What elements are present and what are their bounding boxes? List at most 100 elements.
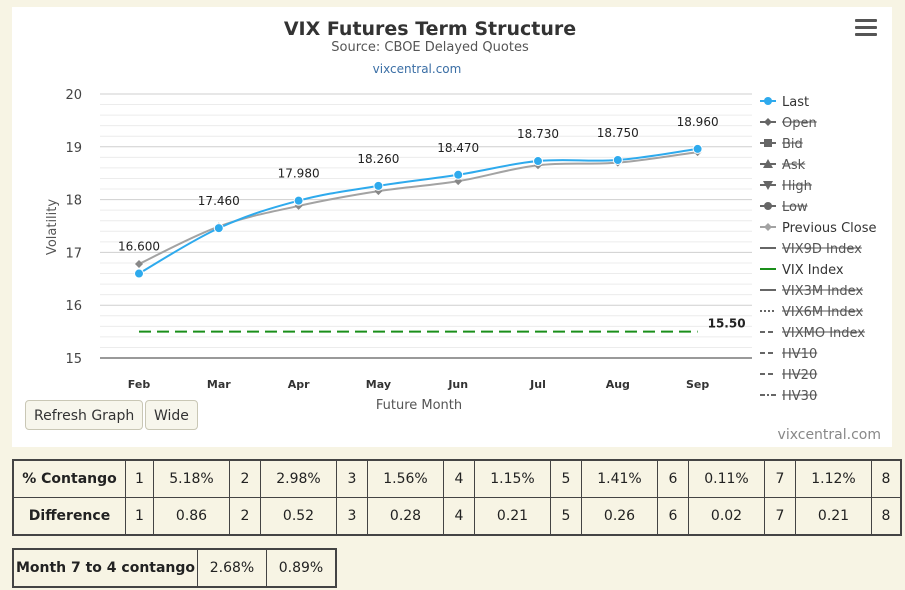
chart-title: VIX Futures Term Structure xyxy=(284,18,576,40)
y-axis: 15 16 17 18 19 20 xyxy=(65,88,82,367)
last-point[interactable] xyxy=(533,156,543,167)
difference-n: 2 xyxy=(229,497,261,536)
legend-symbol xyxy=(763,181,773,190)
difference-n: 1 xyxy=(125,497,154,536)
contango-value: 0.11% xyxy=(688,459,765,498)
last-point[interactable] xyxy=(373,180,384,191)
month-contango-label: Month 7 to 4 contango xyxy=(12,548,198,588)
y-tick-label: 18 xyxy=(65,194,82,209)
legend-item[interactable]: VIXMO Index xyxy=(760,326,865,341)
last-point[interactable] xyxy=(134,268,144,279)
last-data-label: 17.460 xyxy=(198,194,240,208)
legend-item[interactable]: HV20 xyxy=(760,368,818,383)
legend-item[interactable]: Low xyxy=(760,200,808,215)
contango-n: 7 xyxy=(764,459,796,498)
legend-label: High xyxy=(782,179,812,194)
previous-close-point xyxy=(135,260,143,269)
last-data-label: 18.730 xyxy=(517,127,559,141)
legend-label: Previous Close xyxy=(782,221,877,236)
contango-n: 3 xyxy=(336,459,368,498)
legend-label: VIX6M Index xyxy=(782,305,863,320)
x-axis: Feb Mar Apr May Jun Jul Aug Sep xyxy=(128,378,710,391)
y-tick-label: 20 xyxy=(65,88,82,103)
last-data-label: 18.750 xyxy=(597,126,639,140)
difference-n: 7 xyxy=(764,497,796,536)
legend-item[interactable]: VIX6M Index xyxy=(760,305,863,320)
x-axis-title: Future Month xyxy=(376,398,462,413)
legend-label: Bid xyxy=(782,137,803,152)
refresh-graph-button[interactable]: Refresh Graph xyxy=(25,400,144,430)
chart-panel: VIX Futures Term Structure Source: CBOE … xyxy=(12,7,892,447)
vix-index-label: 15.50 xyxy=(708,317,746,331)
last-data-label: 17.980 xyxy=(278,167,320,181)
legend-item[interactable]: VIX9D Index xyxy=(760,242,862,257)
difference-n: 3 xyxy=(336,497,368,536)
chart-subtitle: Source: CBOE Delayed Quotes xyxy=(331,40,529,55)
last-point[interactable] xyxy=(293,195,304,206)
last-point[interactable] xyxy=(612,155,623,165)
month-contango-value-1: 2.68% xyxy=(197,548,267,588)
legend-item[interactable]: Previous Close xyxy=(760,221,877,236)
x-tick-label: May xyxy=(366,378,391,391)
legend-label: HV30 xyxy=(782,389,817,404)
last-point[interactable] xyxy=(213,223,224,234)
legend-item[interactable]: VIX Index xyxy=(760,263,844,278)
legend-item[interactable]: Open xyxy=(760,116,817,131)
legend-label: Open xyxy=(782,116,817,131)
previous-close-line xyxy=(138,151,698,265)
x-tick-label: Sep xyxy=(686,378,709,391)
contango-label: % Contango xyxy=(12,459,126,498)
contango-value: 1.15% xyxy=(474,459,551,498)
last-data-label: 16.600 xyxy=(118,240,160,254)
legend-symbol xyxy=(764,202,772,210)
contango-table: % Contango 1 5.18% 2 2.98% 3 1.56% 4 1.1… xyxy=(12,459,902,536)
legend-label: VIX3M Index xyxy=(782,284,863,299)
credit-link[interactable]: vixcentral.com xyxy=(373,62,462,76)
x-tick-label: Aug xyxy=(606,378,630,391)
last-point[interactable] xyxy=(692,143,703,154)
x-tick-label: Mar xyxy=(207,378,231,391)
legend-item[interactable]: High xyxy=(760,179,812,194)
legend-label: Ask xyxy=(782,158,806,173)
y-tick-label: 16 xyxy=(65,299,82,314)
watermark: vixcentral.com xyxy=(777,427,881,443)
legend-label: Low xyxy=(782,200,808,215)
legend-label: HV20 xyxy=(782,368,817,383)
legend-item[interactable]: Last xyxy=(760,95,809,110)
contango-n: 6 xyxy=(657,459,689,498)
x-tick-label: Feb xyxy=(128,378,151,391)
y-axis-title: Volatility xyxy=(45,199,60,255)
contango-value: 2.98% xyxy=(260,459,337,498)
menu-icon[interactable] xyxy=(855,19,877,39)
y-tick-label: 17 xyxy=(65,246,82,261)
difference-label: Difference xyxy=(12,497,126,536)
contango-value: 1.41% xyxy=(581,459,658,498)
contango-value: 1.56% xyxy=(367,459,444,498)
legend-item[interactable]: VIX3M Index xyxy=(760,284,863,299)
difference-value: 0.86 xyxy=(153,497,230,536)
difference-value: 0.26 xyxy=(581,497,658,536)
series-layer: 15.50 16.600 17.460 17.980 18.260 18.470 18.73… xyxy=(118,115,746,333)
difference-row: Difference 1 0.86 2 0.52 3 0.28 4 0.21 5… xyxy=(12,497,902,536)
last-point[interactable] xyxy=(453,169,464,180)
last-data-label: 18.960 xyxy=(677,115,719,129)
legend-symbol xyxy=(764,118,772,126)
contango-value: 5.18% xyxy=(153,459,230,498)
legend-label: VIX Index xyxy=(782,263,844,278)
legend-item[interactable]: HV30 xyxy=(760,389,818,404)
x-tick-label: Jun xyxy=(447,378,468,391)
contango-n: 8 xyxy=(871,459,902,498)
legend-item[interactable]: Bid xyxy=(760,137,803,152)
difference-value: 0.21 xyxy=(795,497,872,536)
wide-button[interactable]: Wide xyxy=(145,400,198,430)
chart-svg: VIX Futures Term Structure Source: CBOE … xyxy=(45,18,877,413)
legend-label: VIXMO Index xyxy=(782,326,865,341)
legend-item[interactable]: HV10 xyxy=(760,347,818,362)
contango-row: % Contango 1 5.18% 2 2.98% 3 1.56% 4 1.1… xyxy=(12,459,902,498)
y-tick-label: 15 xyxy=(65,352,82,367)
difference-value: 0.21 xyxy=(474,497,551,536)
legend-item[interactable]: Ask xyxy=(760,158,806,173)
legend-symbol xyxy=(764,139,772,147)
contango-n: 2 xyxy=(229,459,261,498)
difference-n: 8 xyxy=(871,497,902,536)
